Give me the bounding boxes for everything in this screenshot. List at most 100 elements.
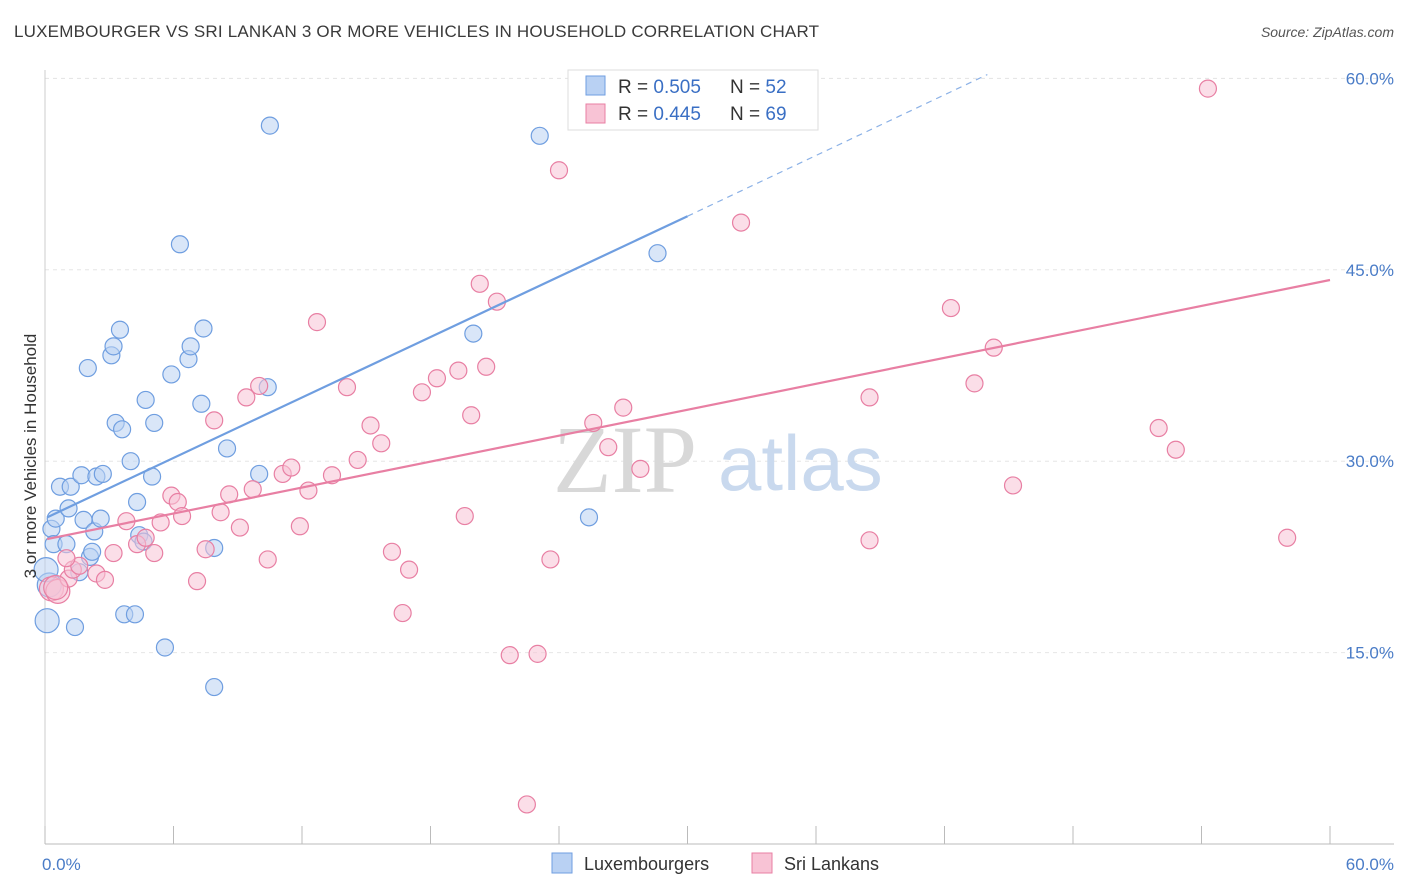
stats-legend-box: R = 0.505 N = 52 R = 0.445 N = 69	[567, 69, 819, 131]
point-luxembourgers-48	[530, 126, 549, 145]
point-sri-lankans-27	[282, 458, 301, 477]
point-sri-lankans-43	[462, 406, 481, 425]
x-tick-label-max: 60.0%	[1346, 855, 1394, 874]
y-tick-label-15: 15.0%	[1346, 644, 1394, 663]
x-tick-label-min: 0.0%	[42, 855, 81, 874]
y-axis-label: 3 or more Vehicles in Household	[21, 334, 40, 579]
point-luxembourgers-40	[194, 319, 213, 338]
point-sri-lankans-40	[427, 369, 447, 388]
point-sri-lankans-32	[337, 378, 357, 397]
point-luxembourgers-36	[170, 235, 190, 254]
point-sri-lankans-57	[860, 531, 879, 550]
point-luxembourgers-13	[78, 358, 97, 378]
point-sri-lankans-65	[1198, 79, 1218, 98]
stats-row-luxembourgers: R = 0.505 N = 52	[618, 77, 787, 98]
point-sri-lankans-59	[941, 298, 961, 318]
point-luxembourgers-24	[112, 420, 132, 439]
point-luxembourgers-28	[127, 492, 147, 512]
point-sri-lankans-58	[860, 388, 879, 407]
trend-line-sri-lankans	[46, 278, 1331, 541]
point-sri-lankans-30	[307, 313, 327, 332]
stats-swatch-sri-lankans	[585, 103, 606, 124]
point-sri-lankans-47	[500, 646, 519, 665]
point-sri-lankans-54	[614, 398, 633, 417]
legend-label-sri-lankans: Sri Lankans	[784, 854, 879, 874]
point-sri-lankans-49	[528, 644, 547, 663]
point-luxembourgers-23	[110, 320, 130, 339]
watermark-atlas: atlas	[718, 419, 883, 507]
legend-swatch-luxembourgers	[551, 852, 573, 874]
legend-label-luxembourgers: Luxembourgers	[584, 854, 709, 874]
point-sri-lankans-41	[449, 361, 468, 380]
point-sri-lankans-18	[205, 411, 224, 430]
watermark-zip: ZIP	[553, 406, 697, 513]
y-tick-label-45: 45.0%	[1346, 261, 1394, 280]
point-sri-lankans-7	[104, 543, 123, 563]
point-sri-lankans-36	[382, 542, 402, 561]
stat-r-sri-lankans: 0.445	[653, 104, 701, 125]
stat-r-luxembourgers: 0.505	[653, 77, 701, 98]
point-sri-lankans-62	[1003, 476, 1023, 495]
point-luxembourgers-44	[250, 464, 269, 484]
y-tick-label-30: 30.0%	[1346, 452, 1394, 471]
point-luxembourgers-34	[155, 638, 175, 657]
point-sri-lankans-60	[965, 374, 984, 393]
trend-lines	[46, 74, 1331, 541]
watermark: ZIP atlas	[553, 406, 883, 513]
point-sri-lankans-45	[477, 357, 496, 376]
point-sri-lankans-48	[517, 795, 536, 814]
point-sri-lankans-10	[136, 528, 155, 547]
point-sri-lankans-55	[631, 459, 650, 478]
stat-n-luxembourgers: 52	[765, 77, 786, 98]
source-credit: Source: ZipAtlas.com	[1260, 24, 1394, 40]
point-luxembourgers-38	[181, 337, 200, 356]
point-luxembourgers-8	[61, 477, 80, 496]
point-sri-lankans-16	[187, 572, 207, 591]
stats-box-frame	[567, 69, 819, 131]
data-points	[33, 79, 1297, 814]
point-luxembourgers-43	[217, 439, 237, 458]
point-sri-lankans-11	[145, 543, 164, 563]
x-axis-ticks	[44, 826, 1331, 844]
stats-row-sri-lankans: R = 0.445 N = 69	[618, 104, 787, 125]
chart-title: LUXEMBOURGER VS SRI LANKAN 3 OR MORE VEH…	[14, 22, 820, 41]
point-luxembourgers-19	[93, 464, 112, 484]
point-sri-lankans-51	[549, 161, 569, 180]
bottom-legend: Luxembourgers Sri Lankans	[551, 852, 879, 874]
point-sri-lankans-24	[250, 376, 269, 396]
point-sri-lankans-50	[541, 550, 560, 569]
point-luxembourgers-11	[72, 466, 91, 485]
point-sri-lankans-42	[455, 506, 474, 526]
point-sri-lankans-31	[322, 466, 342, 485]
legend-swatch-sri-lankans	[751, 852, 773, 874]
point-luxembourgers-21	[104, 337, 123, 356]
y-tick-label-60: 60.0%	[1346, 69, 1394, 88]
point-sri-lankans-64	[1166, 440, 1185, 459]
point-sri-lankans-33	[348, 450, 367, 470]
point-sri-lankans-53	[599, 438, 618, 457]
point-sri-lankans-17	[196, 540, 215, 559]
point-luxembourgers-46	[260, 116, 279, 135]
point-sri-lankans-37	[393, 603, 412, 623]
point-sri-lankans-66	[1278, 528, 1297, 547]
point-luxembourgers-0	[34, 608, 60, 634]
point-luxembourgers-42	[205, 677, 224, 697]
point-sri-lankans-21	[230, 518, 249, 537]
stat-n-sri-lankans: 69	[765, 104, 786, 125]
point-sri-lankans-35	[372, 434, 391, 453]
point-sri-lankans-56	[731, 213, 751, 232]
point-luxembourgers-49	[579, 508, 599, 527]
y-axis-tick-labels: 15.0% 30.0% 45.0% 60.0%	[1346, 69, 1394, 662]
point-luxembourgers-47	[464, 324, 483, 343]
point-sri-lankans-12	[151, 513, 170, 532]
point-luxembourgers-35	[162, 365, 181, 384]
point-luxembourgers-50	[648, 244, 667, 263]
stats-swatch-luxembourgers	[585, 75, 606, 96]
point-sri-lankans-28	[290, 517, 309, 536]
point-sri-lankans-63	[1149, 418, 1168, 438]
point-sri-lankans-67	[43, 574, 69, 601]
point-sri-lankans-25	[258, 550, 277, 569]
point-luxembourgers-33	[145, 413, 164, 433]
point-luxembourgers-18	[91, 509, 110, 528]
